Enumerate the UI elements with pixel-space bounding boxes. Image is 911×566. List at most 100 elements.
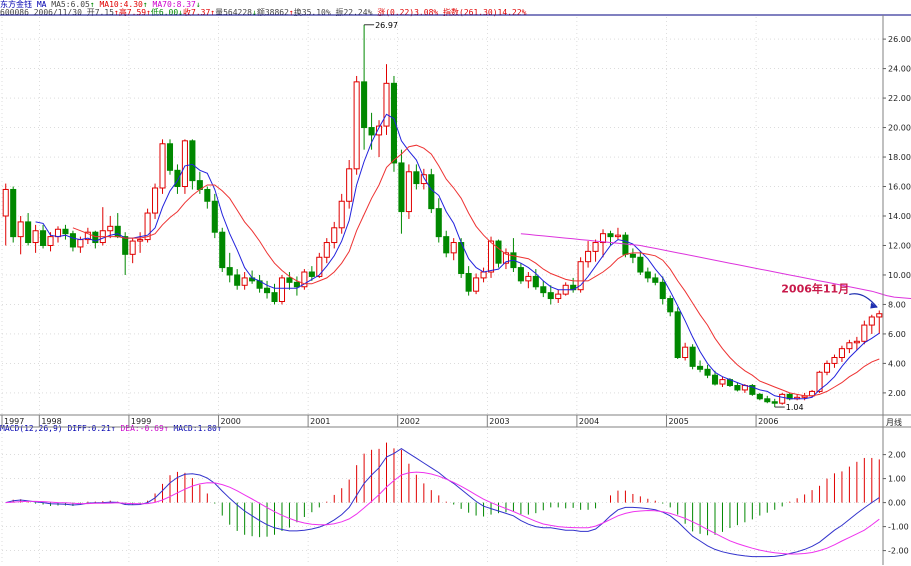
- candle-body: [853, 340, 860, 344]
- price-tick-label: 2.00: [888, 389, 906, 398]
- candle-body: [682, 346, 689, 359]
- candle-down: [219, 227, 226, 273]
- candle-up: [502, 248, 510, 270]
- candle-body: [517, 267, 524, 282]
- candle-body: [629, 253, 636, 258]
- candle-up: [846, 339, 853, 354]
- candle-down: [667, 295, 674, 317]
- candle-up: [831, 354, 838, 368]
- candle-up: [17, 216, 24, 255]
- candle-up: [577, 257, 584, 293]
- year-label: 1998: [41, 417, 61, 426]
- candle-up: [152, 183, 159, 219]
- macd-tick-label: 0.00: [888, 499, 906, 508]
- candle-body: [435, 208, 442, 238]
- macd-histogram: [12, 442, 880, 538]
- candle-down: [517, 263, 524, 284]
- candle-down: [234, 269, 241, 290]
- candle-body: [346, 168, 353, 202]
- candle-up: [420, 168, 427, 190]
- ma10-line: [72, 144, 880, 397]
- price-tick-label: 8.00: [888, 300, 906, 309]
- main-chart-header: 东方金钰 MA MA5:6.05↑ MA10:4.30↑ MA70:8.37↓: [0, 0, 201, 9]
- candle-up: [682, 342, 689, 361]
- candle-body: [40, 230, 47, 246]
- candle-body: [159, 143, 166, 189]
- candle-body: [816, 371, 823, 392]
- candle-down: [204, 186, 211, 209]
- candle-body: [704, 368, 711, 376]
- candle-body: [674, 311, 681, 359]
- candle-body: [316, 256, 323, 277]
- candle-down: [659, 276, 666, 305]
- ma70-line: [520, 233, 911, 300]
- candle-down: [226, 252, 233, 283]
- candle-down: [764, 395, 771, 404]
- change-value: 涨(0.22)3.08%: [377, 8, 439, 17]
- candle-down: [458, 238, 465, 278]
- candle-up: [868, 314, 875, 334]
- candle-body: [771, 401, 778, 404]
- price-tick-label: 12.00: [888, 241, 911, 250]
- candle-body: [361, 81, 368, 129]
- candle-body: [17, 221, 24, 238]
- candle-body: [69, 233, 76, 248]
- candle-body: [62, 228, 69, 235]
- candle-down: [540, 280, 547, 298]
- price-tick-label: 14.00: [888, 212, 911, 221]
- candle-down: [465, 266, 472, 296]
- candle-body: [734, 385, 741, 391]
- price-tick-label: 22.00: [888, 94, 911, 103]
- candle-body: [697, 365, 704, 370]
- candle-down: [711, 370, 719, 386]
- candle-up: [84, 227, 91, 245]
- candle-body: [719, 379, 726, 385]
- candle-body: [353, 81, 360, 170]
- price-tick-label: 10.00: [888, 271, 911, 280]
- candle-body: [383, 82, 390, 127]
- candle-body: [189, 140, 196, 182]
- candle-body: [286, 277, 293, 283]
- candle-up: [719, 376, 726, 387]
- max-price-label: 26.97: [375, 21, 398, 30]
- candle-body: [77, 239, 84, 248]
- candle-body: [293, 281, 300, 288]
- candle-body: [659, 281, 666, 300]
- candle-body: [599, 233, 607, 244]
- grid-layer: [1, 17, 883, 565]
- candle-up: [405, 164, 412, 219]
- candle-body: [338, 200, 345, 229]
- candle-up: [816, 370, 823, 393]
- candle-body: [54, 228, 62, 238]
- candle-up: [480, 267, 487, 283]
- year-label: 2004: [579, 417, 599, 426]
- candle-body: [204, 188, 211, 202]
- candle-up: [107, 216, 114, 239]
- candle-body: [495, 240, 502, 264]
- price-tick-label: 24.00: [888, 65, 911, 74]
- candle-down: [62, 224, 69, 240]
- candle-body: [473, 277, 480, 292]
- candle-up: [599, 229, 607, 258]
- macd-tick-label: 2.00: [888, 451, 906, 460]
- axis-layer: 2.00 4.00 6.00 8.00 10.00 12.00 14.00 16.00 18.0…: [0, 14, 911, 565]
- candle-body: [555, 293, 562, 300]
- candle-body: [487, 240, 495, 273]
- annotation-layer: 26.97 1.04 2006年11月: [364, 21, 878, 412]
- candle-up: [823, 360, 831, 376]
- candle-body: [756, 393, 763, 400]
- candle-down: [435, 198, 442, 243]
- candle-up: [301, 269, 308, 290]
- candle-up: [861, 320, 868, 345]
- candle-body: [764, 398, 771, 403]
- candle-body: [25, 221, 32, 244]
- volume-value: 量564228: [215, 8, 252, 17]
- macd-macd-value: MACD:1.80: [173, 424, 217, 433]
- candle-body: [607, 233, 614, 238]
- candle-body: [368, 127, 375, 136]
- open-value: 开7.15: [86, 8, 114, 17]
- candle-up: [278, 274, 286, 305]
- candle-body: [271, 292, 278, 302]
- amplitude-value: 振22.24%: [335, 8, 373, 17]
- annotation-arrow: [849, 293, 878, 308]
